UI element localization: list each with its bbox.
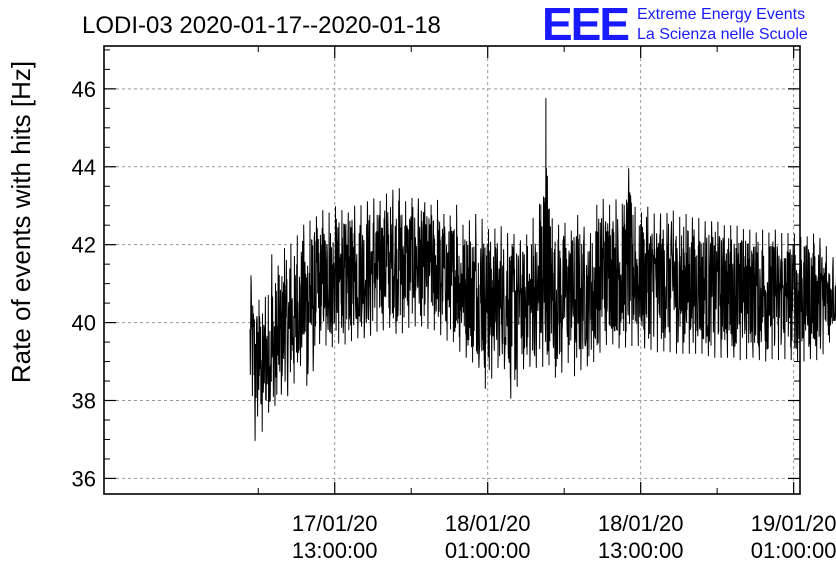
plot-frame	[103, 45, 801, 495]
x-tick-time: 13:00:00	[598, 538, 684, 563]
y-tick-label: 46	[72, 77, 96, 102]
y-tick-label: 44	[72, 155, 96, 180]
y-tick-label: 38	[72, 389, 96, 414]
x-tick-time: 01:00:00	[445, 538, 531, 563]
eee-logo: EEE Extreme Energy Events La Scienza nel…	[542, 0, 808, 50]
x-tick-time: 01:00:00	[751, 538, 836, 563]
y-tick-label: 40	[72, 311, 96, 336]
y-axis-label: Rate of events with hits [Hz]	[6, 61, 36, 383]
series-line	[249, 98, 836, 441]
y-tick-label: 36	[72, 466, 96, 491]
logo-line-1: Extreme Energy Events	[637, 6, 805, 23]
x-tick-date: 19/01/20	[751, 511, 836, 536]
logo-letters: EEE	[542, 0, 628, 50]
y-tick-labels: 36 38 40 42 44 46	[72, 77, 96, 492]
x-tick-time: 13:00:00	[292, 538, 378, 563]
x-tick-date: 17/01/20	[292, 511, 378, 536]
x-tick-labels: 17/01/2013:00:0018/01/2001:00:0018/01/20…	[292, 511, 836, 563]
y-tick-label: 42	[72, 233, 96, 258]
x-tick-date: 18/01/20	[445, 511, 531, 536]
x-tick-date: 18/01/20	[598, 511, 684, 536]
logo-line-2: La Scienza nelle Scuole	[637, 26, 808, 43]
chart-title: LODI-03 2020-01-17--2020-01-18	[82, 12, 441, 39]
